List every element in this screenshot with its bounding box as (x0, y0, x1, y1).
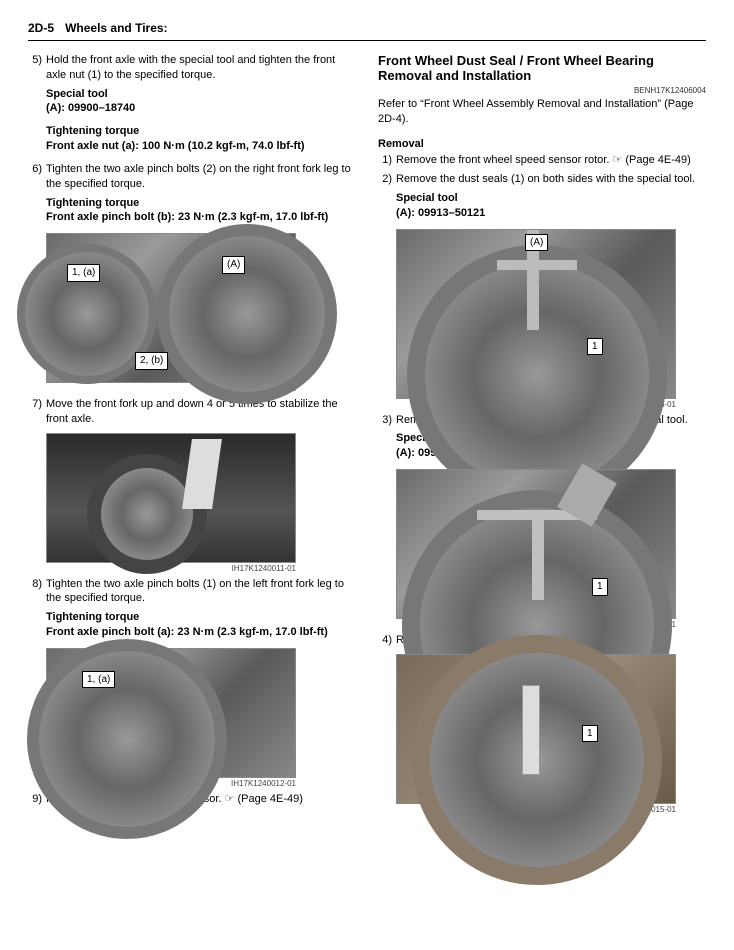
removal-step-1: 1) Remove the front wheel speed sensor r… (378, 153, 706, 168)
torque-label: Tightening torque (46, 610, 356, 625)
torque-block: Tightening torque Front axle nut (a): 10… (46, 124, 356, 154)
removal-heading: Removal (378, 137, 706, 152)
left-column: 5) Hold the front axle with the special … (28, 53, 356, 818)
torque-value: Front axle nut (a): 100 N·m (10.2 kgf-m,… (46, 139, 356, 154)
figure-2: IH17K1240011-01 (46, 433, 296, 575)
torque-value: Front axle pinch bolt (b): 23 N·m (2.3 k… (46, 210, 356, 225)
page-header: 2D-5 Wheels and Tires: (28, 20, 706, 41)
figure-image: 1 (396, 654, 676, 804)
special-tool-label: Special tool (396, 191, 706, 206)
callout: 1 (592, 578, 608, 596)
step-number: 8) (28, 577, 46, 607)
reference-icon: ☞ (612, 154, 622, 166)
page-number: 2D-5 (28, 21, 54, 35)
step-text-a: Remove the front wheel speed sensor roto… (396, 154, 612, 166)
special-tool-block: Special tool (A): 09900–18740 (46, 87, 356, 117)
callout: 1 (587, 338, 603, 356)
figure-5: 1 IH17K1240014-01 (396, 469, 676, 631)
torque-block: Tightening torque Front axle pinch bolt … (46, 196, 356, 226)
step-text: Hold the front axle with the special too… (46, 53, 356, 83)
figure-4: (A) 1 IH17K1240013-01 (396, 229, 676, 411)
step-text: Remove the dust seals (1) on both sides … (396, 172, 706, 187)
step-text: Tighten the two axle pinch bolts (2) on … (46, 162, 356, 192)
step-text-b: (Page 4E-49) (622, 154, 690, 166)
step-number: 5) (28, 53, 46, 83)
reference-text: Refer to “Front Wheel Assembly Removal a… (378, 97, 706, 127)
step-number: 7) (28, 397, 46, 427)
step-number: 1) (378, 153, 396, 168)
step-number: 6) (28, 162, 46, 192)
figure-image (46, 433, 296, 563)
step-number: 2) (378, 172, 396, 187)
special-tool-label: Special tool (46, 87, 356, 102)
step-5: 5) Hold the front axle with the special … (28, 53, 356, 83)
figure-image: 1 (396, 469, 676, 619)
figure-image: (A) 1 (396, 229, 676, 399)
step-text-b: (Page 4E-49) (234, 793, 302, 805)
special-tool-value: (A): 09913–50121 (396, 206, 706, 221)
document-id: BENH17K12406004 (378, 86, 706, 97)
subsection-heading: Front Wheel Dust Seal / Front Wheel Bear… (378, 53, 706, 84)
callout: 1, (a) (82, 671, 115, 689)
callout: 1, (a) (67, 264, 100, 282)
figure-3: 1, (a) IH17K1240012-01 (46, 648, 296, 790)
step-text: Tighten the two axle pinch bolts (1) on … (46, 577, 356, 607)
step-7: 7) Move the front fork up and down 4 or … (28, 397, 356, 427)
callout: 2, (b) (135, 352, 168, 370)
special-tool-block: Special tool (A): 09913–50121 (396, 191, 706, 221)
callout: (A) (222, 256, 245, 274)
figure-6: 1 IH17K1240015-01 (396, 654, 676, 816)
special-tool-value: (A): 09900–18740 (46, 101, 356, 116)
reference-icon: ☞ (225, 793, 235, 805)
torque-value: Front axle pinch bolt (a): 23 N·m (2.3 k… (46, 625, 356, 640)
callout: 1 (582, 725, 598, 743)
step-text: Remove the front wheel speed sensor roto… (396, 153, 706, 168)
figure-1: 1, (a) (A) 2, (b) IH17K1240010-01 (46, 233, 296, 395)
torque-label: Tightening torque (46, 196, 356, 211)
right-column: Front Wheel Dust Seal / Front Wheel Bear… (378, 53, 706, 818)
figure-image: 1, (a) (46, 648, 296, 778)
content-columns: 5) Hold the front axle with the special … (28, 53, 706, 818)
section-title: Wheels and Tires: (65, 21, 167, 35)
step-number: 3) (378, 413, 396, 428)
step-8: 8) Tighten the two axle pinch bolts (1) … (28, 577, 356, 607)
removal-step-2: 2) Remove the dust seals (1) on both sid… (378, 172, 706, 187)
step-6: 6) Tighten the two axle pinch bolts (2) … (28, 162, 356, 192)
callout: (A) (525, 234, 548, 252)
step-number: 4) (378, 633, 396, 648)
torque-block: Tightening torque Front axle pinch bolt … (46, 610, 356, 640)
torque-label: Tightening torque (46, 124, 356, 139)
figure-image: 1, (a) (A) 2, (b) (46, 233, 296, 383)
step-text: Move the front fork up and down 4 or 5 t… (46, 397, 356, 427)
